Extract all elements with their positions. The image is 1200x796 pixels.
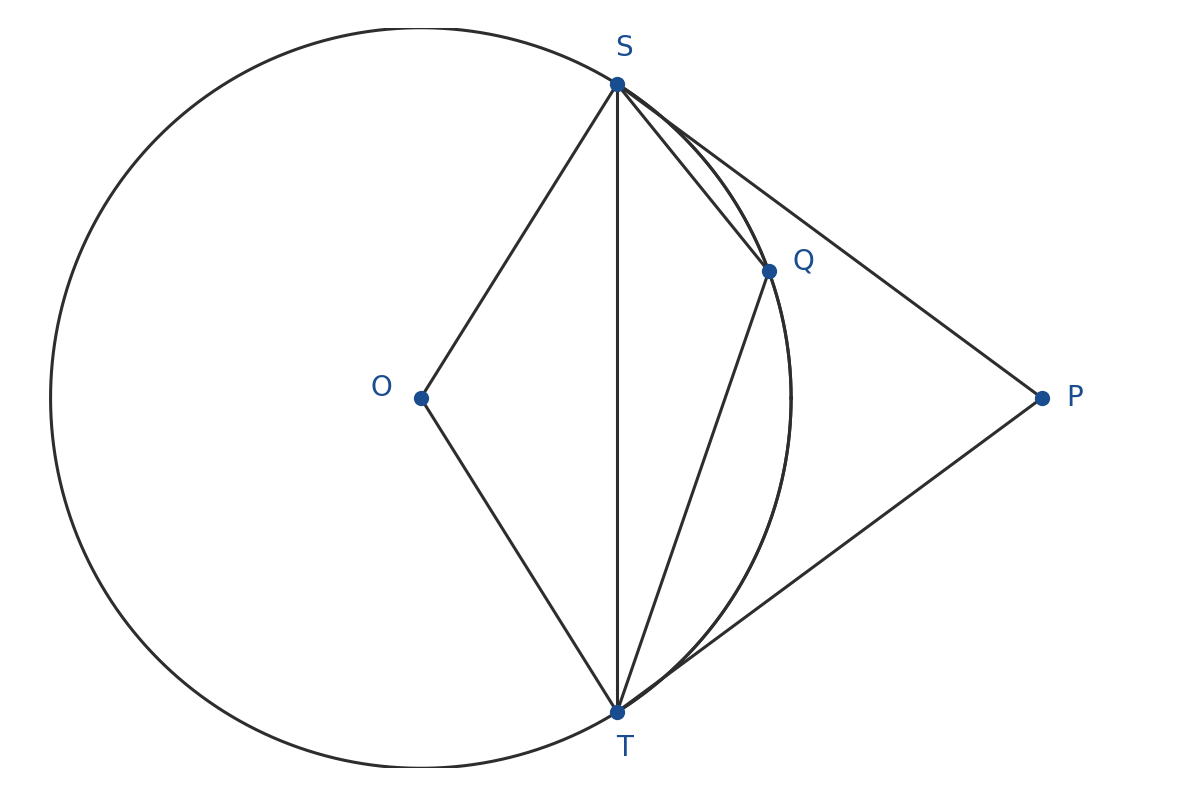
- Point: [412, 392, 431, 404]
- Text: O: O: [371, 374, 392, 403]
- Text: T: T: [616, 733, 632, 762]
- Point: [1032, 392, 1051, 404]
- Point: [607, 78, 626, 91]
- Text: P: P: [1066, 384, 1082, 412]
- Point: [760, 265, 779, 278]
- Text: Q: Q: [793, 248, 815, 275]
- Text: S: S: [616, 34, 634, 63]
- Point: [607, 705, 626, 718]
